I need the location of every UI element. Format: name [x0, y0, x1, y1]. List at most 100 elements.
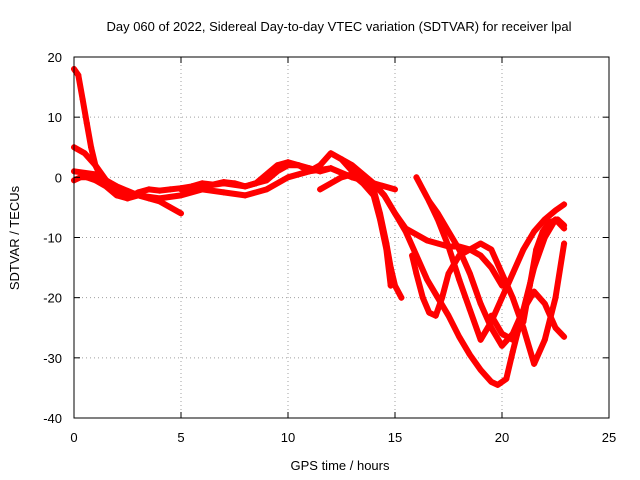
y-tick-label: 10	[48, 110, 62, 125]
data-point	[477, 240, 484, 247]
data-point	[494, 381, 501, 388]
y-tick-label: -20	[43, 291, 62, 306]
data-point	[419, 294, 426, 301]
data-point	[81, 150, 88, 157]
data-point	[466, 351, 473, 358]
data-point	[509, 270, 516, 277]
x-axis-label: GPS time / hours	[291, 458, 390, 473]
data-point	[92, 171, 99, 178]
data-point	[220, 180, 227, 187]
data-point	[456, 246, 463, 253]
data-point	[338, 156, 345, 163]
y-tick-label: -40	[43, 411, 62, 426]
data-point	[554, 216, 561, 223]
data-point	[338, 174, 345, 181]
data-point	[541, 216, 548, 223]
data-point	[434, 240, 441, 247]
data-point	[317, 162, 324, 169]
x-tick-label: 5	[177, 430, 184, 445]
data-point	[561, 222, 568, 229]
data-point	[499, 282, 505, 289]
data-point	[242, 192, 249, 199]
data-point	[531, 288, 538, 295]
data-point	[552, 294, 559, 301]
data-point	[263, 186, 270, 193]
data-point	[531, 360, 538, 367]
data-point	[92, 177, 99, 184]
data-point	[445, 228, 452, 235]
data-point	[145, 186, 152, 193]
data-point	[156, 195, 163, 202]
data-point	[413, 174, 420, 181]
data-point	[424, 237, 431, 244]
x-tick-label: 10	[281, 430, 295, 445]
data-point	[445, 243, 452, 250]
data-point	[488, 264, 495, 271]
data-point	[520, 246, 527, 253]
data-point	[503, 375, 510, 382]
data-point	[392, 186, 398, 193]
data-point	[135, 192, 142, 199]
data-point	[113, 183, 120, 190]
x-tick-label: 15	[388, 430, 402, 445]
data-point	[466, 270, 473, 277]
data-point	[75, 72, 82, 79]
data-point	[167, 204, 174, 211]
series-arc-11	[426, 198, 568, 349]
data-point	[434, 210, 441, 217]
data-point	[274, 162, 281, 169]
data-point	[432, 312, 439, 319]
data-point	[499, 330, 505, 337]
data-point	[349, 171, 356, 178]
data-point	[456, 333, 463, 340]
data-point	[419, 186, 426, 193]
data-point	[274, 168, 281, 175]
data-point	[199, 183, 206, 190]
data-point	[477, 300, 484, 307]
data-point	[546, 219, 553, 226]
y-tick-label: -30	[43, 351, 62, 366]
y-tick-label: 20	[48, 50, 62, 65]
tick-layer: 0 5 10 15 20 25 -40 -30 -20 -10 0 10 20	[43, 50, 616, 445]
x-tick-label: 0	[70, 430, 77, 445]
data-point	[539, 228, 546, 235]
data-point	[426, 198, 433, 205]
data-point	[520, 318, 527, 325]
data-point	[424, 276, 431, 283]
x-tick-label: 25	[602, 430, 616, 445]
y-axis-label: SDTVAR / TECUs	[7, 185, 22, 290]
data-point	[561, 240, 568, 247]
y-tick-label: -10	[43, 231, 62, 246]
grid-layer	[74, 57, 609, 418]
data-point	[488, 246, 495, 253]
data-point	[552, 324, 559, 331]
data-point	[477, 252, 484, 259]
series-layer	[71, 66, 568, 388]
data-point	[409, 252, 416, 259]
data-point	[561, 201, 568, 208]
data-point	[466, 246, 473, 253]
data-point	[509, 336, 516, 343]
data-point	[509, 294, 516, 301]
data-point	[370, 180, 377, 187]
data-point	[509, 348, 516, 355]
data-point	[392, 210, 398, 217]
data-point	[398, 294, 405, 301]
data-point	[83, 120, 90, 127]
data-point	[317, 186, 324, 193]
data-point	[533, 246, 540, 253]
series-arc-9	[409, 240, 568, 367]
data-point	[327, 180, 334, 187]
data-point	[263, 177, 270, 184]
series-arc-7	[338, 156, 505, 289]
data-point	[252, 180, 259, 187]
data-point	[488, 324, 495, 331]
y-tick-label: 0	[55, 170, 62, 185]
data-point	[285, 174, 291, 181]
data-point	[488, 312, 495, 319]
data-point	[413, 270, 420, 277]
data-point	[541, 300, 548, 307]
data-point	[552, 207, 559, 214]
data-point	[220, 189, 227, 196]
series-arc-11-markers	[426, 198, 568, 349]
